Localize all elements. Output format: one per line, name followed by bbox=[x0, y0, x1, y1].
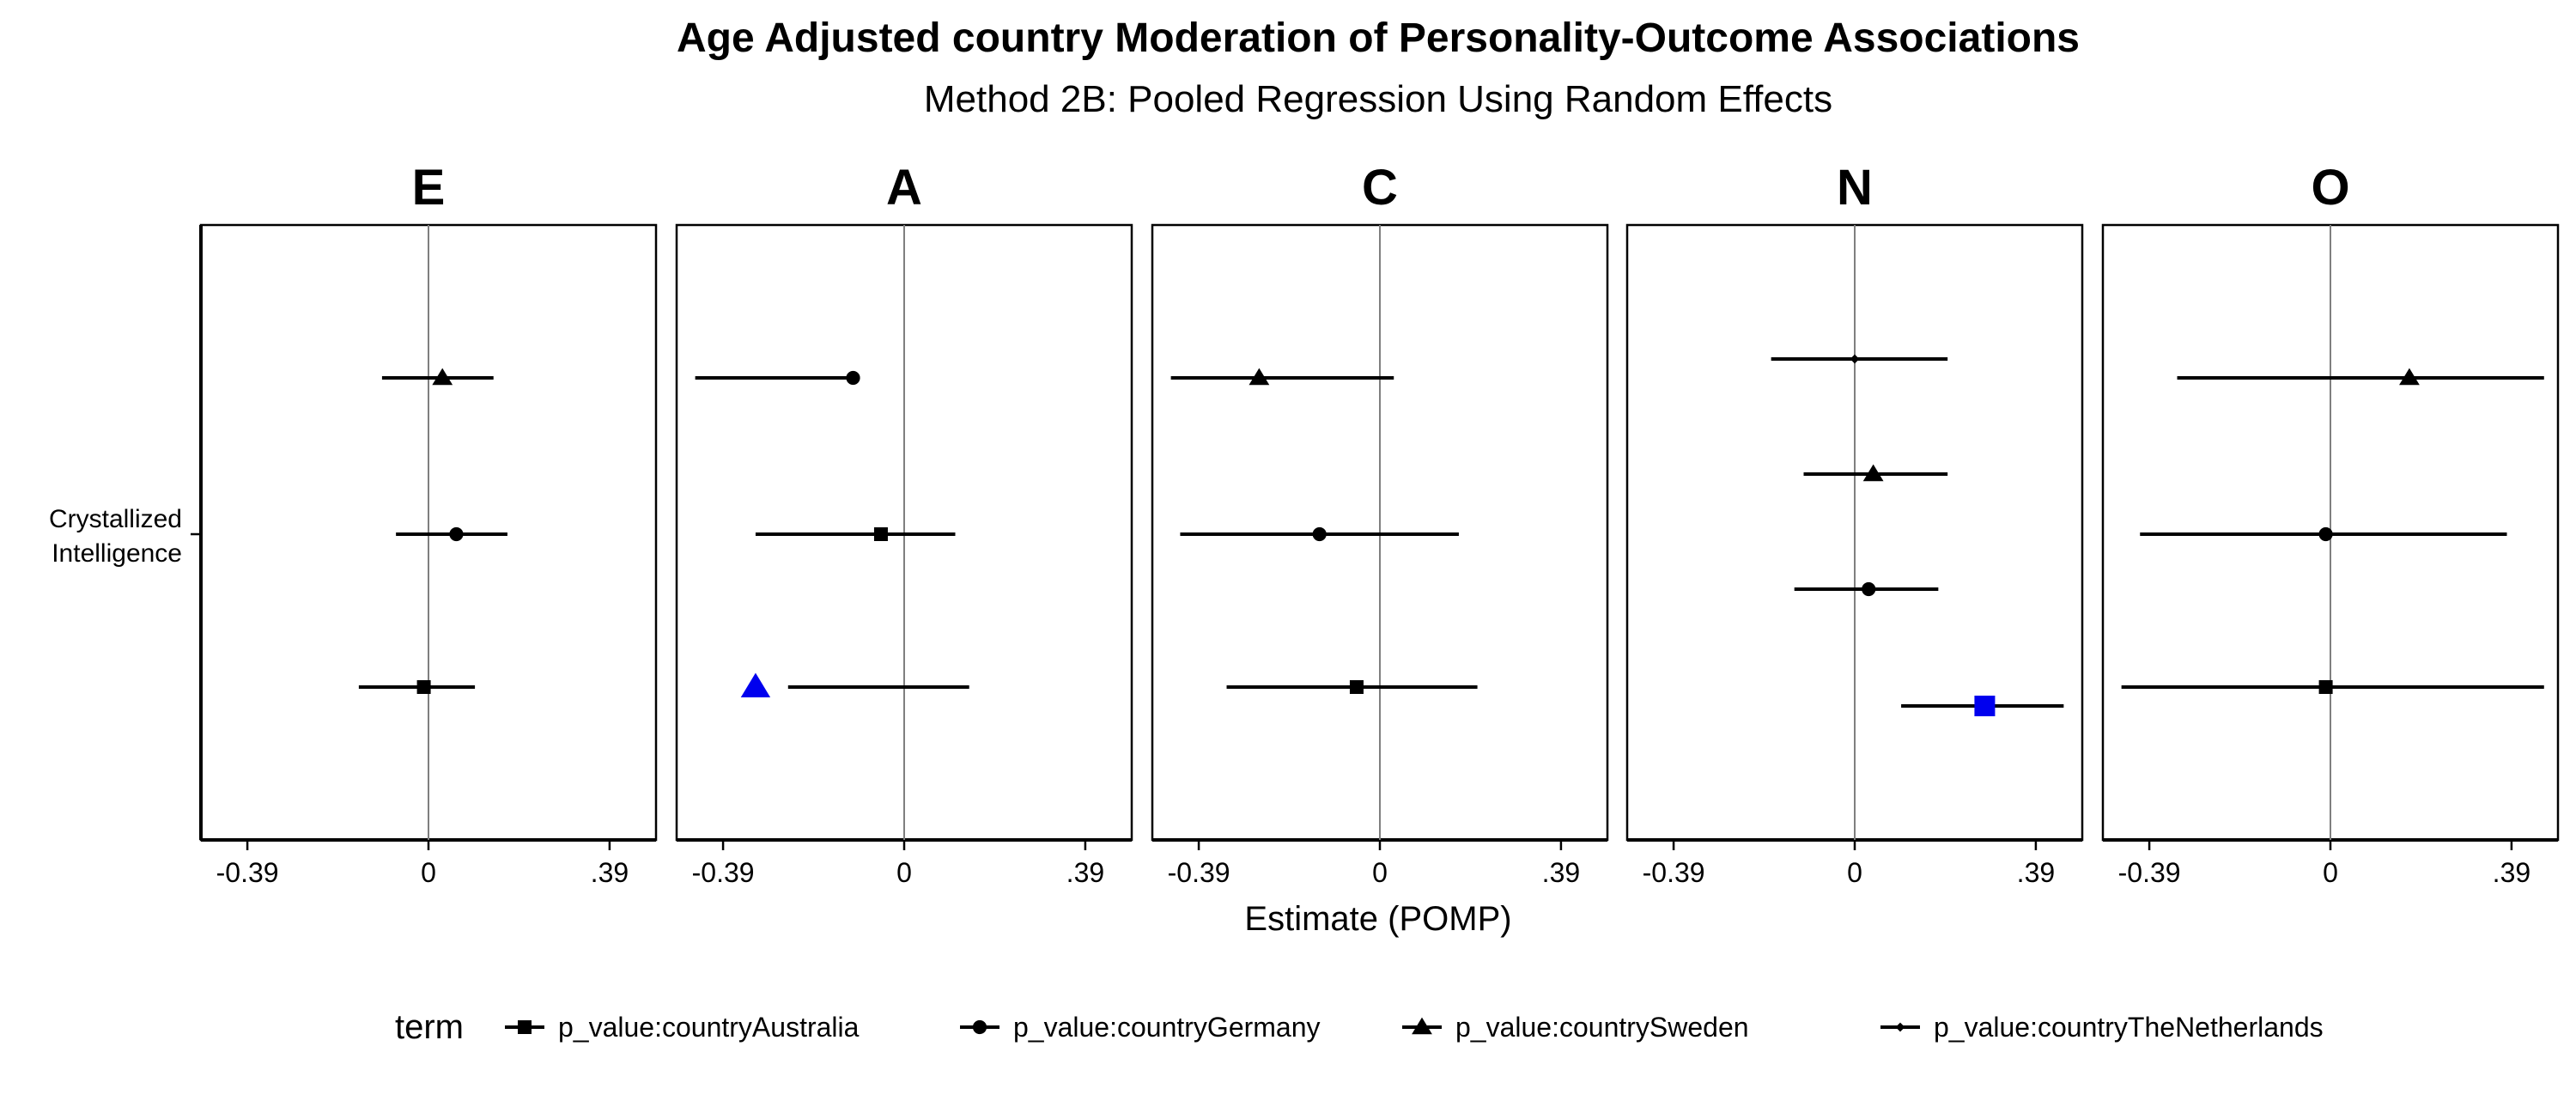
legend-key-marker bbox=[972, 1019, 987, 1035]
x-tick-label: .39 bbox=[591, 857, 629, 888]
legend-key-marker bbox=[1412, 1017, 1432, 1035]
point-marker bbox=[873, 527, 888, 541]
chart-subtitle: Method 2B: Pooled Regression Using Rando… bbox=[924, 78, 1832, 120]
legend-entry: p_value:countryGermany bbox=[960, 1012, 1321, 1043]
x-tick-label: .39 bbox=[2017, 857, 2055, 888]
x-tick-label: .39 bbox=[1066, 857, 1104, 888]
x-tick-label: -0.39 bbox=[692, 857, 755, 888]
point-marker bbox=[2318, 680, 2333, 694]
point-marker bbox=[1249, 368, 1270, 386]
legend-title: term bbox=[395, 1008, 464, 1046]
legend-label: p_value:countrySweden bbox=[1455, 1012, 1749, 1043]
facet-label: O bbox=[2311, 160, 2349, 216]
facet-label: E bbox=[412, 160, 446, 216]
point-marker bbox=[1312, 526, 1327, 542]
x-tick-label: -0.39 bbox=[2118, 857, 2181, 888]
y-category-line: Crystallized bbox=[49, 505, 182, 533]
point-marker bbox=[1862, 581, 1876, 597]
legend-key-marker bbox=[1895, 1022, 1905, 1032]
chart-title: Age Adjusted country Moderation of Perso… bbox=[677, 15, 2080, 61]
x-tick-label: 0 bbox=[2323, 857, 2338, 888]
legend-entry: p_value:countryAustralia bbox=[505, 1012, 860, 1043]
facet-panel-n: N -0.39 0 .39 bbox=[1625, 160, 2084, 888]
x-tick-label: .39 bbox=[1542, 857, 1580, 888]
x-tick-label: 0 bbox=[421, 857, 436, 888]
x-tick-label: -0.39 bbox=[1643, 857, 1705, 888]
point-marker bbox=[1850, 354, 1860, 364]
x-tick-label: -0.39 bbox=[216, 857, 279, 888]
point-marker bbox=[449, 526, 464, 542]
point-marker bbox=[2399, 368, 2420, 386]
point-marker bbox=[1862, 464, 1884, 482]
x-tick-label: 0 bbox=[1847, 857, 1862, 888]
x-tick-label: 0 bbox=[1372, 857, 1388, 888]
x-axis-title: Estimate (POMP) bbox=[1244, 900, 1511, 938]
legend-label: p_value:countryTheNetherlands bbox=[1934, 1012, 2324, 1043]
legend-label: p_value:countryGermany bbox=[1013, 1012, 1321, 1043]
facet-panel-a: A -0.39 0 .39 bbox=[675, 160, 1133, 888]
point-marker bbox=[432, 368, 453, 386]
point-marker bbox=[740, 672, 771, 697]
facet-label: C bbox=[1362, 160, 1398, 216]
facet-panel-c: C -0.39 0 .39 bbox=[1151, 160, 1609, 888]
x-tick-label: .39 bbox=[2493, 857, 2530, 888]
facet-label: A bbox=[886, 160, 922, 216]
facet-panel-o: O -0.39 0 .39 bbox=[2101, 160, 2560, 888]
facet-panel-e: E -0.39 0 .39 bbox=[191, 160, 658, 888]
legend-key-marker bbox=[518, 1020, 532, 1034]
x-tick-label: 0 bbox=[896, 857, 912, 888]
point-marker bbox=[1349, 680, 1364, 694]
legend-entry: p_value:countryTheNetherlands bbox=[1880, 1012, 2324, 1043]
point-marker bbox=[2318, 526, 2333, 542]
point-marker bbox=[416, 680, 431, 694]
legend-label: p_value:countryAustralia bbox=[558, 1012, 860, 1043]
y-category-label: Crystallized Intelligence bbox=[49, 505, 182, 568]
point-marker bbox=[1974, 696, 1996, 716]
legend: term p_value:countryAustralia p_value:coun… bbox=[395, 1008, 2324, 1046]
legend-entry: p_value:countrySweden bbox=[1402, 1012, 1749, 1043]
point-marker bbox=[846, 370, 860, 386]
x-tick-label: -0.39 bbox=[1168, 857, 1230, 888]
facet-panels: E -0.39 0 .39 A -0.39 0 .39 C -0.39 0 .39 N -0.39 0 .39… bbox=[191, 160, 2560, 888]
y-category-line: Intelligence bbox=[52, 539, 182, 568]
facet-label: N bbox=[1837, 160, 1873, 216]
